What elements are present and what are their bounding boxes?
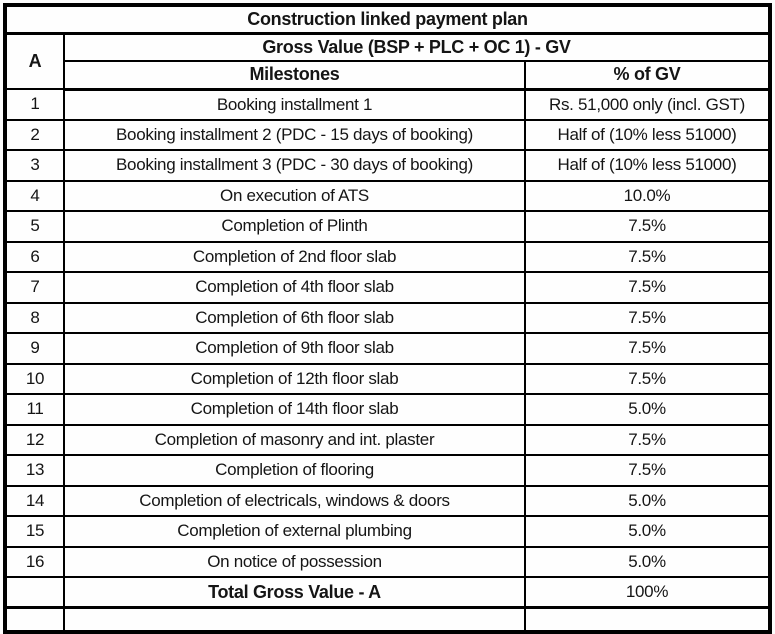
milestone-cell: Completion of 2nd floor slab (63, 240, 526, 273)
table-row: 5 Completion of Plinth 7.5% (4, 210, 771, 243)
milestone-cell: Completion of 9th floor slab (63, 332, 526, 365)
value-cell: 7.5% (524, 301, 771, 334)
value-cell: 7.5% (524, 423, 771, 456)
column-header-row: Milestones % of GV (5, 60, 771, 91)
value-cell: Half of (10% less 51000) (524, 118, 771, 151)
milestone-cell: Completion of electricals, windows & doo… (63, 484, 526, 517)
row-number: 1 (4, 88, 65, 121)
table-row: 11 Completion of 14th floor slab 5.0% (4, 393, 771, 426)
total-label: Total Gross Value - A (63, 576, 526, 609)
row-number: 8 (4, 301, 65, 334)
milestone-cell: Completion of Plinth (63, 210, 526, 243)
value-cell: 7.5% (524, 210, 771, 243)
table-row: 15 Completion of external plumbing 5.0% (4, 515, 771, 548)
row-number: 2 (4, 118, 65, 151)
value-cell: 5.0% (524, 515, 771, 548)
table-row: 3 Booking installment 3 (PDC - 30 days o… (4, 149, 771, 182)
section-header-row: A Gross Value (BSP + PLC + OC 1) - GV (4, 32, 771, 90)
total-value: 100% (524, 576, 771, 609)
milestone-cell: Completion of 14th floor slab (63, 393, 526, 426)
row-number: 14 (4, 484, 65, 517)
payment-plan-table-container: Construction linked payment plan A Gross… (3, 3, 772, 634)
row-number: 11 (4, 393, 65, 426)
milestone-cell: Completion of masonry and int. plaster (63, 423, 526, 456)
milestone-cell: Completion of 6th floor slab (63, 301, 526, 334)
row-number: 3 (4, 149, 65, 182)
table-row: 14 Completion of electricals, windows & … (4, 484, 771, 517)
milestone-cell: Completion of external plumbing (63, 515, 526, 548)
row-number: 7 (4, 271, 65, 304)
row-number: 10 (4, 362, 65, 395)
milestone-cell: Booking installment 2 (PDC - 15 days of … (63, 118, 526, 151)
value-cell: 7.5% (524, 362, 771, 395)
value-cell: 10.0% (524, 179, 771, 212)
table-row: 1 Booking installment 1 Rs. 51,000 only … (4, 88, 771, 121)
row-number: 4 (4, 179, 65, 212)
table-row: 7 Completion of 4th floor slab 7.5% (4, 271, 771, 304)
table-title-row: Construction linked payment plan (4, 4, 771, 35)
milestone-cell: On execution of ATS (63, 179, 526, 212)
value-cell: 7.5% (524, 454, 771, 487)
milestones-column-header: Milestones (63, 60, 526, 91)
row-number: 6 (4, 240, 65, 273)
value-cell: 7.5% (524, 332, 771, 365)
section-label: A (4, 32, 65, 90)
row-number: 5 (4, 210, 65, 243)
table-row: 2 Booking installment 2 (PDC - 15 days o… (4, 118, 771, 151)
total-row-blank-cell (4, 576, 65, 609)
table-row: 6 Completion of 2nd floor slab 7.5% (4, 240, 771, 273)
table-row: 12 Completion of masonry and int. plaste… (4, 423, 771, 456)
table-row: 9 Completion of 9th floor slab 7.5% (4, 332, 771, 365)
value-cell: 7.5% (524, 271, 771, 304)
row-number: 15 (4, 515, 65, 548)
milestone-cell: On notice of possession (63, 545, 526, 578)
table-row: 13 Completion of flooring 7.5% (4, 454, 771, 487)
row-number: 13 (4, 454, 65, 487)
table-row: 8 Completion of 6th floor slab 7.5% (4, 301, 771, 334)
total-row: Total Gross Value - A 100% (4, 576, 771, 609)
value-cell: 5.0% (524, 484, 771, 517)
milestone-cell: Completion of flooring (63, 454, 526, 487)
row-number: 12 (4, 423, 65, 456)
milestone-cell: Booking installment 3 (PDC - 30 days of … (63, 149, 526, 182)
value-cell: 5.0% (524, 545, 771, 578)
row-number: 16 (4, 545, 65, 578)
value-cell: Rs. 51,000 only (incl. GST) (524, 88, 771, 121)
milestone-cell: Booking installment 1 (63, 88, 526, 121)
table-row: 10 Completion of 12th floor slab 7.5% (4, 362, 771, 395)
value-cell: 7.5% (524, 240, 771, 273)
milestone-cell: Completion of 12th floor slab (63, 362, 526, 395)
table-row: 16 On notice of possession 5.0% (4, 545, 771, 578)
value-cell: Half of (10% less 51000) (524, 149, 771, 182)
gross-value-header: Gross Value (BSP + PLC + OC 1) - GV (63, 32, 771, 62)
row-number: 9 (4, 332, 65, 365)
payment-plan-table: Construction linked payment plan A Gross… (3, 3, 772, 634)
value-cell: 5.0% (524, 393, 771, 426)
milestone-cell: Completion of 4th floor slab (63, 271, 526, 304)
table-title: Construction linked payment plan (4, 4, 771, 35)
table-row: 4 On execution of ATS 10.0% (4, 179, 771, 212)
percent-column-header: % of GV (524, 60, 771, 91)
